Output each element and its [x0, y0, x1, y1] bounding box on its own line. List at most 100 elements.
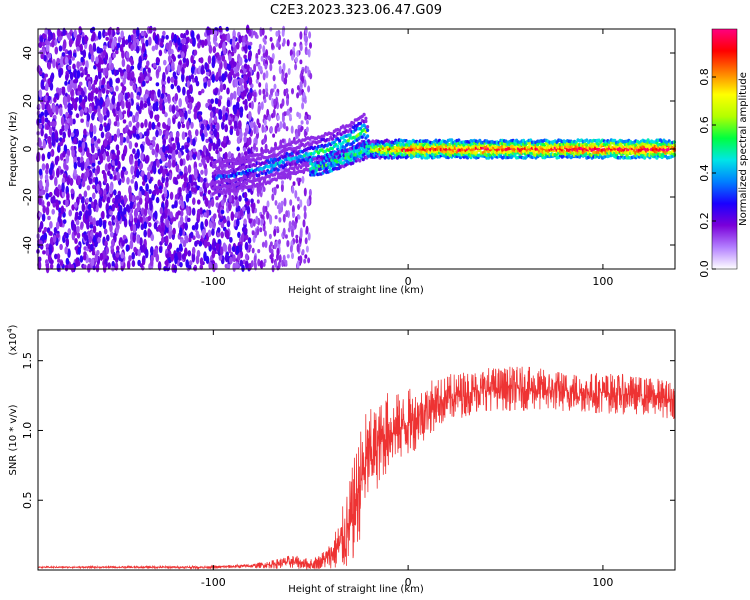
spectrogram-cell: [111, 94, 116, 105]
spectrogram-cell: [142, 80, 146, 87]
spectrogram-cell: [263, 119, 267, 126]
spectrogram-cell: [281, 28, 285, 37]
spectrogram-cell: [76, 232, 81, 239]
spectrogram-cell: [45, 259, 49, 265]
spectrogram-cell: [167, 117, 171, 127]
spectrogram-cell: [140, 31, 145, 37]
spectrogram-cell: [91, 112, 95, 121]
spectrogram-cell: [151, 89, 155, 95]
spectrogram-cell: [274, 241, 277, 250]
spectrogram-cell: [56, 167, 60, 178]
spectrogram-cell: [295, 132, 299, 140]
spectrogram-cell: [78, 94, 83, 103]
spectrogram-cell: [270, 88, 273, 96]
spectrogram-cell: [83, 264, 87, 270]
spectrogram-cell: [165, 253, 170, 259]
spectrogram-cell: [126, 64, 130, 74]
spectrogram-cell: [263, 258, 267, 264]
spectrogram-cell: [178, 243, 183, 252]
spectrogram-cell: [77, 175, 81, 186]
spectrogram-cell: [167, 55, 172, 63]
spectrogram-cell: [106, 109, 110, 118]
spectrogram-cell: [75, 257, 79, 268]
spectrogram-cell: [103, 172, 107, 179]
spectrogram-cell: [196, 101, 201, 111]
spectrogram-cell: [200, 169, 204, 175]
spectrogram-cell: [47, 151, 51, 160]
spectrogram-cell: [44, 173, 49, 181]
spectrogram-cell: [348, 133, 352, 137]
spectrogram-cell: [243, 54, 247, 60]
spectrogram-cell: [282, 227, 286, 237]
spectrogram-cell: [103, 194, 107, 201]
spectrogram-cell: [93, 199, 98, 206]
spectrogram-cell: [105, 246, 109, 255]
spectrogram-cell: [50, 162, 54, 171]
spectrogram-cell: [127, 129, 131, 137]
spectrogram-cell: [245, 127, 249, 135]
spectrogram-cell: [153, 62, 157, 69]
spectrogram-cell: [92, 217, 96, 227]
spectrogram-cell: [135, 195, 140, 201]
spectrogram-cell: [68, 209, 72, 217]
spectrogram-cell: [130, 179, 134, 184]
spectrogram-cell: [269, 254, 273, 260]
spectrogram-cell: [38, 139, 42, 148]
spectrogram-cell: [220, 231, 224, 239]
spectrogram-cell: [213, 30, 218, 36]
spectrogram-cell: [131, 260, 136, 267]
spectrogram-cell: [258, 89, 262, 96]
spectrogram-cell: [117, 93, 122, 103]
spectrogram-cell: [238, 195, 242, 202]
spectrogram-cell: [261, 219, 265, 225]
spectrogram-cell: [257, 258, 261, 267]
spectrogram-cell: [227, 151, 232, 158]
spectrogram-cell: [151, 121, 156, 130]
figure-title: C2E3.2023.323.06.47.G09: [270, 3, 442, 18]
spectrogram-cell: [286, 97, 289, 107]
spectrogram-cell: [274, 125, 278, 134]
spectrogram-cell: [58, 45, 63, 52]
spectrogram-cell: [139, 162, 144, 169]
spectrogram-cell: [227, 63, 231, 71]
spectrogram-cell: [262, 138, 266, 145]
spectrogram-cell: [186, 89, 191, 97]
spectrogram-cell: [204, 166, 208, 177]
spectrogram-cell: [121, 58, 126, 68]
spectrogram-cell: [207, 79, 211, 87]
spectrogram-cell: [133, 216, 138, 224]
spectrogram-cell: [115, 69, 120, 76]
spectrogram-cell: [56, 263, 61, 272]
spectrogram-cell: [45, 206, 50, 216]
spectrogram-cell: [672, 140, 677, 144]
spectrogram-cell: [120, 199, 125, 205]
spectrogram-cell: [90, 53, 95, 63]
spectrogram-cell: [308, 31, 312, 39]
spectrogram-cell: [69, 177, 74, 186]
spectrogram-cell: [244, 197, 248, 202]
spectrogram-cell: [362, 133, 366, 137]
spectrogram-cell: [220, 246, 224, 256]
spectrogram-cell: [98, 152, 103, 161]
spectrogram-cell: [192, 153, 197, 160]
spectrogram-cell: [222, 41, 226, 51]
spectrogram-cell: [65, 73, 69, 81]
spectrogram-cell: [169, 191, 174, 200]
spectrogram-cell: [44, 95, 48, 102]
spectrogram-cell: [104, 125, 108, 133]
spectrogram-cell: [184, 144, 189, 149]
spectrogram-cell: [246, 205, 251, 215]
spectrogram-cell: [41, 153, 46, 162]
spectrogram-cell: [80, 156, 84, 163]
spectrogram-cell: [103, 228, 108, 235]
spectrogram-cell: [199, 177, 204, 183]
spectrogram-cell: [82, 99, 86, 106]
spectrogram-cell: [296, 177, 300, 182]
spectrogram-cell: [124, 125, 129, 134]
spectrogram-cell: [56, 233, 60, 239]
spectrogram-cell: [188, 190, 192, 199]
spectrogram-cell: [221, 73, 225, 83]
spectrogram-cell: [77, 90, 81, 96]
spectrogram-cell: [295, 238, 299, 244]
spectrogram-cell: [145, 76, 149, 82]
